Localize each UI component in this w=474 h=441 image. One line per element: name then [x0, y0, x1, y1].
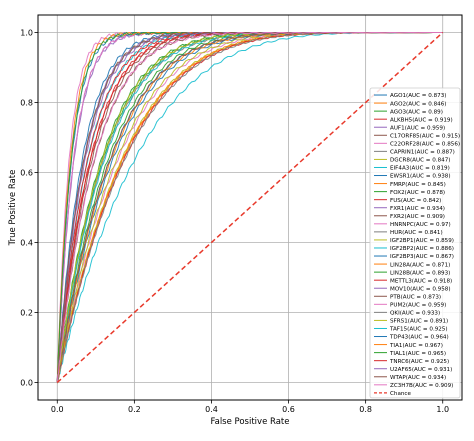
legend-entry-label: C22ORF28(AUC = 0.856)	[390, 142, 460, 148]
axis-ticks: 0.0 0.2 0.4 0.6 0.8 1.0 0.0 0.2 0.4 0.6 0.8 1.0	[20, 29, 449, 415]
legend-entry-label: AGO2(AUC = 0.846)	[390, 101, 446, 107]
legend-entry-label: EIF4A3(AUC = 0.819)	[390, 166, 450, 172]
x-tick-label: 0.6	[282, 405, 295, 414]
legend-entry-label: IGF2BP2(AUC = 0.886)	[390, 246, 454, 252]
legend-entry-label: IGF2BP1(AUC = 0.859)	[390, 238, 454, 244]
y-tick-label: 0.2	[20, 309, 33, 318]
legend-entry-label: TAF15(AUC = 0.925)	[389, 327, 448, 333]
legend-entry-label: SFRS1(AUC = 0.891)	[390, 319, 448, 325]
roc-curves	[56, 31, 443, 384]
x-tick-label: 0.0	[51, 405, 64, 414]
legend-entry-label: FOX2(AUC = 0.878)	[390, 190, 445, 196]
legend-entry-label: TIA1(AUC = 0.967)	[389, 343, 443, 349]
y-axis-label: True Positive Rate	[8, 170, 18, 247]
legend-entry-label: AGO3(AUC = 0.89)	[390, 109, 443, 115]
legend-entry-label: HUR(AUC = 0.841)	[390, 230, 443, 236]
y-tick-label: 0.6	[20, 169, 33, 178]
legend-entry-label: ALKBH5(AUC = 0.919)	[390, 117, 453, 123]
legend-entry-label: WTAP(AUC = 0.934)	[390, 375, 446, 381]
y-tick-label: 0.4	[20, 239, 33, 248]
roc-curve-zc3h7b	[56, 31, 443, 383]
legend-entry-label: EWSR1(AUC = 0.938)	[390, 174, 451, 180]
legend-entry-label: FUS(AUC = 0.842)	[390, 198, 441, 204]
legend-box	[369, 87, 461, 399]
y-tick-label: 0.0	[20, 379, 33, 388]
x-tick-label: 0.8	[359, 405, 372, 414]
plot-frame	[37, 14, 463, 401]
legend-entry-label: C17ORF85(AUC = 0.915)	[390, 133, 460, 139]
x-axis-label: False Positive Rate	[211, 417, 290, 427]
x-tick-label: 0.4	[205, 405, 218, 414]
legend-entry-label: PUM2(AUC = 0.959)	[390, 303, 446, 309]
legend-entry-label: MOV10(AUC = 0.958)	[390, 286, 451, 292]
legend-entry-label: HNRNPC(AUC = 0.97)	[390, 222, 451, 228]
legend-entry-label: FMRP(AUC = 0.845)	[390, 182, 446, 188]
legend-entry-label: TNRC6(AUC = 0.925)	[389, 359, 449, 365]
x-tick-label: 0.2	[128, 405, 141, 414]
legend-entry-label: U2AF65(AUC = 0.931)	[390, 367, 452, 373]
legend-entry-label: TIAL1(AUC = 0.965)	[389, 351, 446, 357]
legend-entry-label: QKI(AUC = 0.933)	[390, 311, 440, 317]
legend-entry-label: LIN28B(AUC = 0.893)	[390, 270, 450, 276]
roc-curve-eif4a3	[56, 31, 443, 383]
legend-entry-label: FXR1(AUC = 0.934)	[390, 206, 445, 212]
x-tick-label: 1.0	[436, 405, 449, 414]
legend-entry-label: PTB(AUC = 0.873)	[390, 294, 441, 300]
legend-entry-label: DGCR8(AUC = 0.847)	[390, 158, 450, 164]
legend-entry-label: METTL3(AUC = 0.918)	[390, 278, 452, 284]
legend-entry-label: IGF2BP3(AUC = 0.867)	[390, 254, 454, 260]
legend-entry-label: TDP43(AUC = 0.964)	[389, 335, 449, 341]
legend-entry-label: ZC3H7B(AUC = 0.909)	[390, 383, 453, 389]
y-tick-label: 1.0	[20, 29, 33, 38]
legend-entry-label: AGO1(AUC = 0.873)	[390, 93, 446, 99]
legend-entry-label: CAPRIN1(AUC = 0.887)	[390, 150, 455, 156]
legend-entry-label: AUF1(AUC = 0.959)	[390, 125, 445, 131]
legend-entry-label: FXR2(AUC = 0.909)	[390, 214, 445, 220]
legend-entry-label: LIN28A(AUC = 0.871)	[390, 262, 450, 268]
y-tick-label: 0.8	[20, 99, 33, 108]
legend: AGO1(AUC = 0.873) AGO2(AUC = 0.846) AGO3(A…	[369, 87, 461, 399]
legend-entry-label: Chance	[390, 391, 411, 397]
